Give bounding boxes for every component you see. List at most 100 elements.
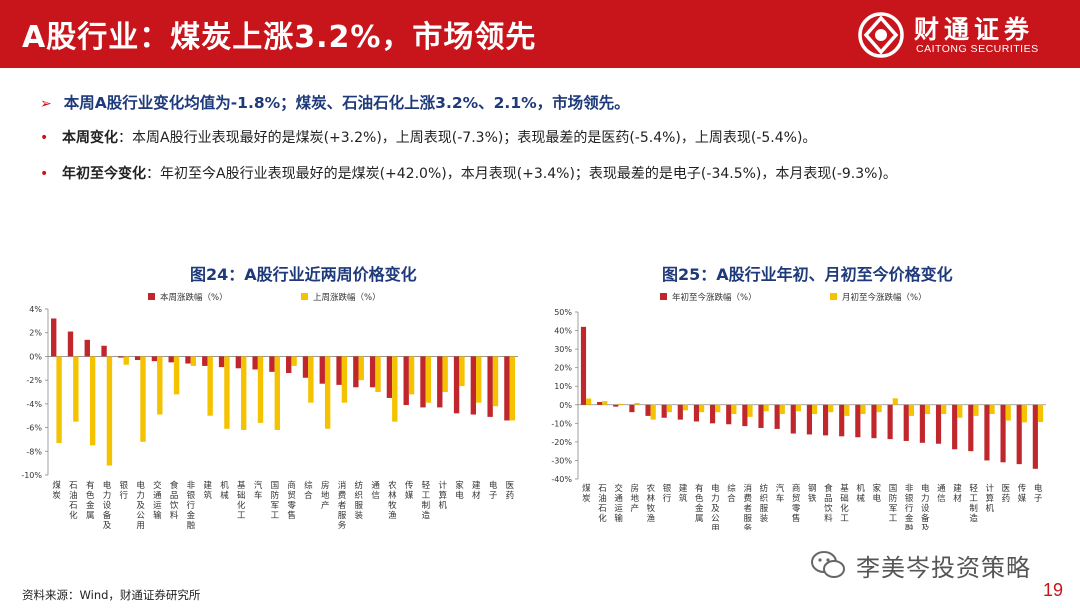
y-tick-label: 2% <box>29 329 42 338</box>
bar-primary <box>935 404 942 444</box>
bar-primary <box>968 404 974 452</box>
bar-secondary <box>795 404 802 412</box>
y-tick-label: -40% <box>551 475 572 484</box>
y-tick-label: -10% <box>21 471 42 480</box>
bar-secondary <box>274 356 280 430</box>
bar-secondary <box>56 356 62 443</box>
y-tick-label: 40% <box>554 327 572 336</box>
bar-primary <box>661 404 667 418</box>
bar-secondary <box>763 404 769 412</box>
bar-primary <box>645 404 651 416</box>
bar-secondary <box>908 404 914 416</box>
x-tick-label: 轻工制造 <box>969 483 978 524</box>
legend-label: 上周涨跌幅（%） <box>313 292 381 303</box>
bar-secondary <box>860 404 866 415</box>
wechat-icon <box>811 551 845 578</box>
x-tick-label: 食品饮料 <box>170 480 179 521</box>
x-tick-label: 电力及公用事业 <box>136 480 145 530</box>
x-tick-label: 传媒 <box>405 480 414 501</box>
x-tick-label: 电力设备及新能源 <box>103 480 112 530</box>
bar-primary <box>218 356 225 368</box>
x-tick-label: 交通运输 <box>153 480 162 521</box>
bar-secondary <box>190 356 197 366</box>
bar-primary <box>1000 404 1006 463</box>
x-tick-label: 机械 <box>220 480 229 501</box>
bar-secondary <box>957 404 963 418</box>
bar-primary <box>822 404 829 436</box>
x-tick-label: 房地产 <box>630 483 639 514</box>
x-tick-label: 家电 <box>873 483 882 504</box>
bar-primary <box>597 401 603 405</box>
bar-secondary <box>73 356 79 422</box>
y-tick-label: -10% <box>551 419 572 428</box>
x-tick-label: 食品饮料 <box>824 483 833 524</box>
chart24-title: 图24：A股行业近两周价格变化 <box>190 265 417 284</box>
bar-primary <box>202 356 208 366</box>
bar-secondary <box>844 404 850 416</box>
bar-primary <box>302 356 309 378</box>
arrow-bullet-icon: ➢ <box>40 96 52 112</box>
bar-secondary <box>123 356 129 365</box>
bullet-key: 年初至今变化 <box>62 166 146 182</box>
bar-primary <box>629 404 635 413</box>
x-tick-label: 医药 <box>506 481 515 501</box>
x-tick-label: 计算机 <box>986 483 995 514</box>
header-bar: A股行业：煤炭上涨3.2%，市场领先 财通证券 CAITONG SECURITI… <box>0 0 1080 68</box>
x-tick-label: 消费者服务 <box>338 480 347 530</box>
y-tick-label: 10% <box>554 382 572 391</box>
x-tick-label: 综合 <box>727 483 736 504</box>
bar-primary <box>235 356 242 369</box>
bar-primary <box>504 356 510 421</box>
y-tick-label: 50% <box>554 308 572 317</box>
bar-primary <box>336 356 342 385</box>
bar-primary <box>470 356 477 415</box>
bar-primary <box>286 356 292 374</box>
bar-primary <box>903 404 909 441</box>
y-tick-label: 20% <box>554 364 572 373</box>
bar-secondary <box>876 404 882 413</box>
bar-secondary <box>140 356 146 442</box>
legend-swatch <box>660 293 667 300</box>
page-title: A股行业：煤炭上涨3.2%，市场领先 <box>22 20 537 55</box>
bar-secondary <box>924 404 931 415</box>
bar-secondary <box>586 398 592 405</box>
legend-swatch <box>301 293 308 300</box>
bullet-dot-icon: • <box>40 130 49 146</box>
bar-primary <box>774 404 780 429</box>
bullet-key: 本周变化 <box>62 130 118 146</box>
x-tick-label: 电子 <box>1034 483 1043 504</box>
legend-label: 月初至今涨跌幅（%） <box>842 292 927 303</box>
summary-text: 本周A股行业变化均值为-1.8%；煤炭、石油石化上涨3.2%、2.1%，市场领先… <box>63 94 630 112</box>
logo-english-name: CAITONG SECURITIES <box>916 43 1039 55</box>
chart24-weekly-industry: 本周涨跌幅（%） 上周涨跌幅（%） 4% 2% 0% -2% -4% -6% -8% -10% 煤炭… <box>21 292 518 530</box>
bar-secondary <box>425 356 432 403</box>
bar-primary <box>952 404 958 450</box>
bar-primary <box>168 356 174 363</box>
bar-secondary <box>1005 404 1011 421</box>
x-tick-label: 商贸零售 <box>792 483 801 524</box>
bar-secondary <box>682 404 689 411</box>
x-tick-label: 非银行金融 <box>187 480 196 530</box>
x-tick-label: 建材 <box>472 480 481 501</box>
bar-primary <box>710 404 716 424</box>
y-tick-label: -2% <box>26 376 42 385</box>
x-tick-label: 农林牧渔 <box>647 483 656 524</box>
legend-item: 本周涨跌幅（%） <box>148 292 228 303</box>
bar-secondary <box>989 404 995 415</box>
bar-primary <box>758 404 764 428</box>
x-tick-label: 建筑 <box>679 483 688 504</box>
legend-swatch <box>148 293 155 300</box>
y-tick-label: -30% <box>551 456 572 465</box>
x-tick-label: 电子 <box>489 480 498 501</box>
bar-secondary <box>892 398 898 405</box>
bar-primary <box>51 318 57 357</box>
bar-secondary <box>157 356 163 415</box>
x-tick-label: 有色金属 <box>695 483 704 524</box>
bar-secondary <box>241 356 247 430</box>
x-tick-label: 建材 <box>953 483 962 504</box>
x-tick-label: 钢铁 <box>808 483 817 504</box>
x-tick-label: 基础化工 <box>237 480 246 521</box>
x-tick-label: 通信 <box>371 480 380 501</box>
bar-primary <box>1032 404 1038 469</box>
x-tick-label: 医药 <box>1002 484 1011 504</box>
